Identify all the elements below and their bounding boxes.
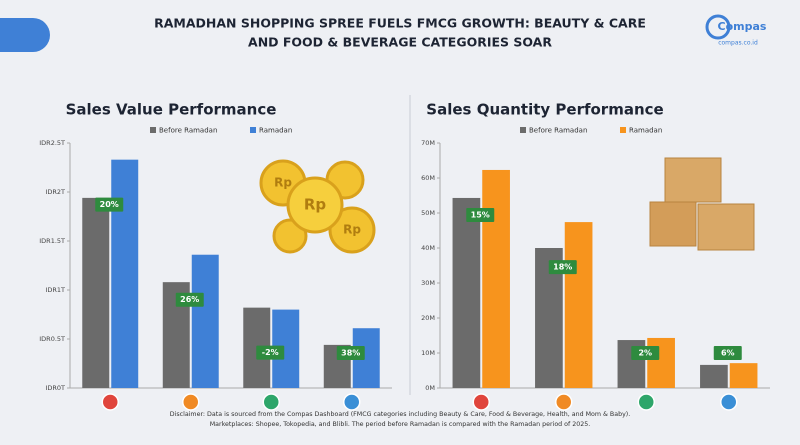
growth-badge [175,292,204,307]
y-tick-label: 40M [421,244,435,252]
legend-swatch [150,127,156,133]
bar [191,254,219,388]
y-tick-label: 20M [421,314,435,322]
legend-swatch [520,127,526,133]
legend-label: Before Ramadan [529,127,587,135]
bar [111,159,139,388]
disclaimer: Disclaimer: Data is sourced from the Com… [170,411,631,418]
growth-label: 26% [180,295,199,304]
growth-label: 15% [471,210,490,219]
y-tick-label: 0M [425,384,435,392]
coin-label: Rp [304,196,327,214]
coin [286,176,344,234]
chart-title: Sales Quantity Performance [426,101,663,119]
growth-label: 38% [341,349,360,358]
growth-badge [336,346,365,360]
header-title: AND FOOD & BEVERAGE CATEGORIES SOAR [248,35,552,50]
bar [647,337,675,388]
y-tick-label: IDR2.5T [39,139,65,147]
bar [729,363,758,388]
bar [452,197,481,388]
category-icon [182,393,200,411]
box [697,203,755,251]
y-tick-label: IDR1T [45,286,65,294]
category-icon [262,393,280,411]
y-tick-label: IDR0.5T [39,335,65,343]
bar [82,197,110,388]
growth-label: -2% [262,348,279,357]
coin [272,218,308,254]
category-icon [472,393,490,411]
category-icon [101,393,119,411]
coin-label: Rp [343,223,361,237]
category-icon [343,393,361,411]
category-icon [720,393,738,411]
y-tick-label: 70M [421,139,435,147]
header-pill [0,18,50,52]
legend-swatch [620,127,626,133]
legend-label: Ramadan [629,127,662,135]
category-icon [637,393,655,411]
growth-label: 6% [721,349,735,358]
box [649,201,697,247]
growth-badge [548,260,577,275]
chart-title: Sales Value Performance [66,101,277,119]
legend-label: Before Ramadan [159,127,217,135]
category-icon [555,393,573,411]
bar [700,364,728,388]
y-tick-label: 30M [421,279,435,287]
growth-badge [631,346,660,360]
y-tick-label: 60M [421,174,435,182]
y-tick-label: 50M [421,209,435,217]
legend-label: Ramadan [259,127,292,135]
growth-badge [95,197,124,212]
bar [482,169,510,388]
logo-sub: compas.co.id [718,40,758,47]
y-tick-label: IDR1.5T [39,237,65,245]
growth-badge [713,346,742,360]
growth-label: 18% [553,263,572,272]
box [664,157,722,203]
growth-label: 20% [100,200,119,209]
growth-badge [466,207,495,222]
boxes [649,157,755,251]
y-tick-label: 10M [421,349,435,357]
bar [564,222,593,388]
legend-swatch [250,127,256,133]
coin-label: Rp [274,176,292,190]
coins: Rp Rp Rp [259,159,376,254]
growth-badge [256,345,285,360]
coin [328,206,376,254]
header-title: RAMADHAN SHOPPING SPREE FUELS FMCG GROWT… [154,16,646,31]
logo: Compas [718,20,767,33]
y-tick-label: IDR2T [45,188,65,196]
logo-mark [705,14,731,40]
growth-label: 2% [638,349,652,358]
disclaimer: Marketplaces: Shopee, Tokopedia, and Bli… [210,421,591,428]
y-tick-label: IDR0T [45,384,65,392]
